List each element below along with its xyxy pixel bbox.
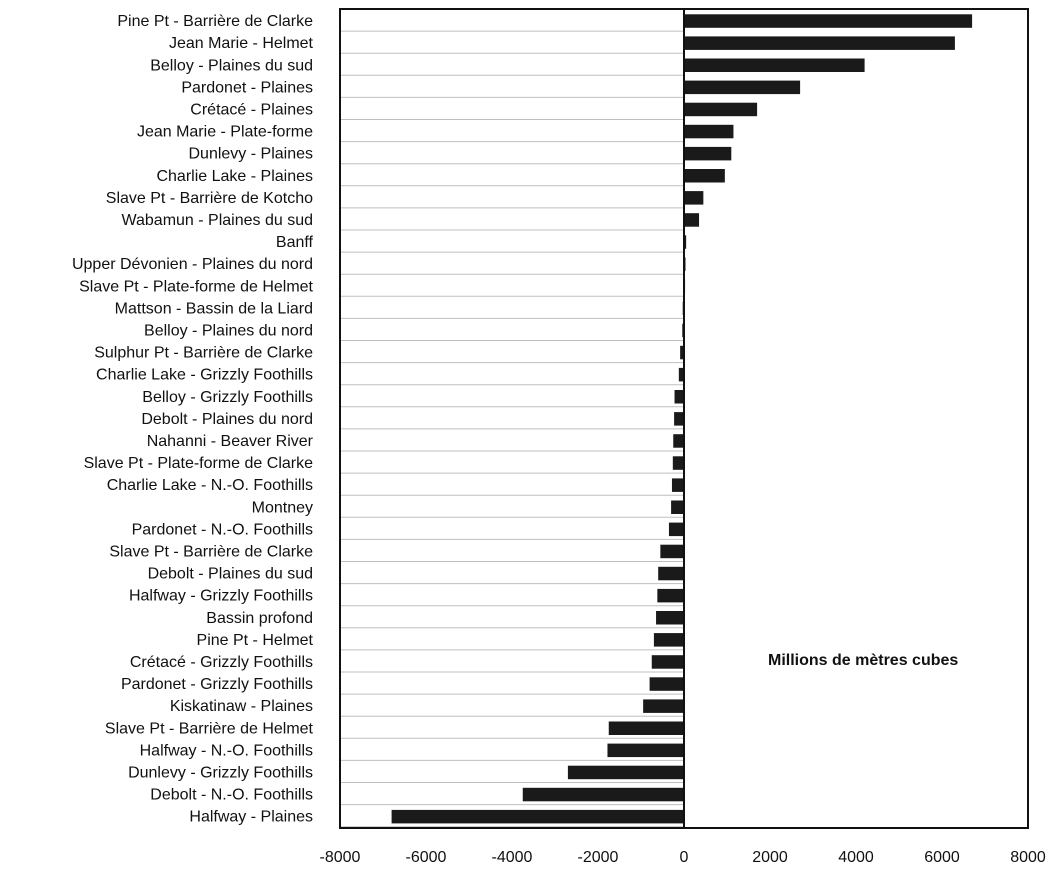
- category-label: Pardonet - Grizzly Foothills: [121, 676, 313, 693]
- bar: [649, 677, 684, 691]
- category-label: Belloy - Plaines du sud: [150, 57, 313, 74]
- bar: [658, 566, 684, 581]
- category-label: Slave Pt - Barrière de Kotcho: [106, 190, 313, 207]
- bar: [684, 146, 732, 161]
- bar: [684, 14, 973, 28]
- category-label: Slave Pt - Plate-forme de Clarke: [84, 455, 314, 472]
- category-label: Halfway - Plaines: [189, 809, 313, 826]
- category-label: Pine Pt - Helmet: [197, 632, 314, 649]
- x-tick-label: -4000: [492, 849, 533, 866]
- bar: [567, 765, 684, 780]
- category-label: Debolt - Plaines du sud: [148, 566, 313, 583]
- bar: [391, 809, 684, 824]
- bar: [656, 611, 684, 625]
- category-label: Pine Pt - Barrière de Clarke: [117, 13, 313, 30]
- bar: [678, 367, 684, 382]
- bar: [668, 522, 684, 537]
- bar: [680, 345, 684, 360]
- bar: [657, 588, 684, 603]
- category-label: Halfway - Grizzly Foothills: [129, 588, 313, 605]
- bar: [674, 412, 684, 426]
- bar: [684, 191, 704, 205]
- bar: [684, 124, 734, 139]
- bar: [674, 390, 684, 404]
- unit-label: Millions de mètres cubes: [768, 652, 958, 669]
- bar: [684, 58, 865, 72]
- category-labels: Pine Pt - Barrière de Clarke Jean Marie -…: [72, 13, 314, 826]
- category-label: Dunlevy - Plaines: [189, 146, 314, 163]
- x-tick-label: -2000: [578, 849, 619, 866]
- category-label: Pardonet - N.-O. Foothills: [132, 521, 313, 538]
- category-label: Belloy - Grizzly Foothills: [142, 389, 313, 406]
- bar: [653, 633, 684, 647]
- category-label: Charlie Lake - Plaines: [156, 168, 313, 185]
- category-gridlines: [340, 30, 684, 828]
- bar: [672, 456, 684, 470]
- bar: [684, 235, 687, 249]
- bar: [643, 699, 684, 713]
- category-label: Nahanni - Beaver River: [147, 433, 314, 450]
- x-tick-label: 6000: [924, 849, 960, 866]
- category-label: Debolt - Plaines du nord: [141, 411, 313, 428]
- category-label: Montney: [252, 499, 313, 516]
- plot-frame: [339, 8, 1029, 829]
- bars: [391, 14, 973, 824]
- category-label: Sulphur Pt - Barrière de Clarke: [94, 345, 313, 362]
- category-label: Wabamun - Plaines du sud: [121, 212, 313, 229]
- x-tick-label: -8000: [320, 849, 361, 866]
- bar: [684, 80, 801, 95]
- bar: [671, 500, 684, 514]
- bar: [684, 169, 725, 183]
- category-label: Halfway - N.-O. Foothills: [140, 742, 313, 759]
- category-label: Dunlevy - Grizzly Foothills: [128, 764, 313, 781]
- x-tick-label: 0: [680, 849, 689, 866]
- bar: [684, 102, 758, 117]
- category-label: Mattson - Bassin de la Liard: [115, 300, 313, 317]
- category-label: Kiskatinaw - Plaines: [170, 698, 313, 715]
- x-tick-label: -6000: [406, 849, 447, 866]
- category-label: Crétacé - Plaines: [190, 101, 313, 118]
- category-label: Slave Pt - Barrière de Clarke: [109, 543, 313, 560]
- category-label: Upper Dévonien - Plaines du nord: [72, 256, 313, 273]
- bar: [684, 213, 700, 227]
- x-tick-labels: -8000 -6000 -4000 -2000 0 2000 4000 6000 8000: [320, 849, 1046, 866]
- bar: [684, 36, 955, 50]
- bar: [651, 655, 684, 669]
- category-label: Crétacé - Grizzly Foothills: [130, 654, 313, 671]
- category-label: Belloy - Plaines du nord: [144, 322, 313, 339]
- x-tick-label: 8000: [1010, 849, 1046, 866]
- bar: [673, 434, 684, 448]
- category-label: Jean Marie - Plate-forme: [137, 124, 313, 141]
- category-label: Pardonet - Plaines: [181, 79, 313, 96]
- x-tick-label: 2000: [752, 849, 788, 866]
- category-label: Banff: [276, 234, 314, 251]
- x-tick-label: 4000: [838, 849, 874, 866]
- bar: [608, 721, 684, 735]
- category-label: Slave Pt - Plate-forme de Helmet: [79, 278, 313, 295]
- bar: [671, 478, 684, 492]
- bar: [522, 787, 684, 802]
- category-label: Charlie Lake - Grizzly Foothills: [96, 367, 313, 384]
- category-label: Charlie Lake - N.-O. Foothills: [107, 477, 313, 494]
- bar: [607, 743, 684, 758]
- bar: [660, 544, 684, 559]
- category-label: Jean Marie - Helmet: [169, 35, 314, 52]
- category-label: Slave Pt - Barrière de Helmet: [105, 720, 314, 737]
- category-label: Bassin profond: [206, 610, 313, 627]
- category-label: Debolt - N.-O. Foothills: [150, 787, 313, 804]
